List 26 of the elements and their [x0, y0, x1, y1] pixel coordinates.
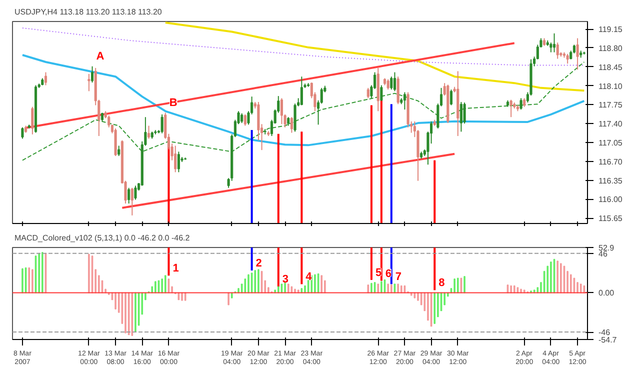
y-tick-label: 118.80 [598, 44, 623, 53]
y-tick-label: 0.00 [598, 288, 615, 298]
y-tick-label: -46 [598, 328, 611, 338]
annotation: 6 [385, 268, 392, 280]
chart-title: USDJPY,H4 113.18 113.20 113.18 113.20 [14, 8, 162, 16]
y-tick-label: 116.00 [598, 195, 623, 204]
y-tick-label: 118.45 [598, 62, 623, 72]
y-tick-label: 119.15 [598, 25, 623, 34]
y-tick-label: 115.65 [598, 214, 623, 224]
annotation: 1 [172, 262, 179, 275]
annotation: 4 [306, 271, 313, 284]
annotation: 3 [282, 274, 289, 286]
annotation: 8 [438, 277, 445, 290]
y-tick-label: 117.05 [598, 138, 623, 148]
annotation: A [96, 50, 104, 62]
y-tick-label: 116.35 [598, 176, 623, 186]
y-tick-label: 116.70 [598, 157, 623, 166]
y-tick-label: -54.7 [598, 336, 618, 344]
annotation: 2 [256, 258, 262, 270]
chart-title: MACD_Colored_v102 (5,13,1) 0.0 -46.2 0.0 -46.2 [14, 234, 190, 242]
annotation: B [169, 96, 178, 109]
annotation: 7 [395, 271, 402, 284]
y-tick-label: 118.10 [598, 82, 623, 91]
y-tick-label: 117.40 [598, 120, 623, 129]
y-tick-label: 117.75 [598, 100, 623, 110]
annotation: 5 [375, 266, 382, 279]
